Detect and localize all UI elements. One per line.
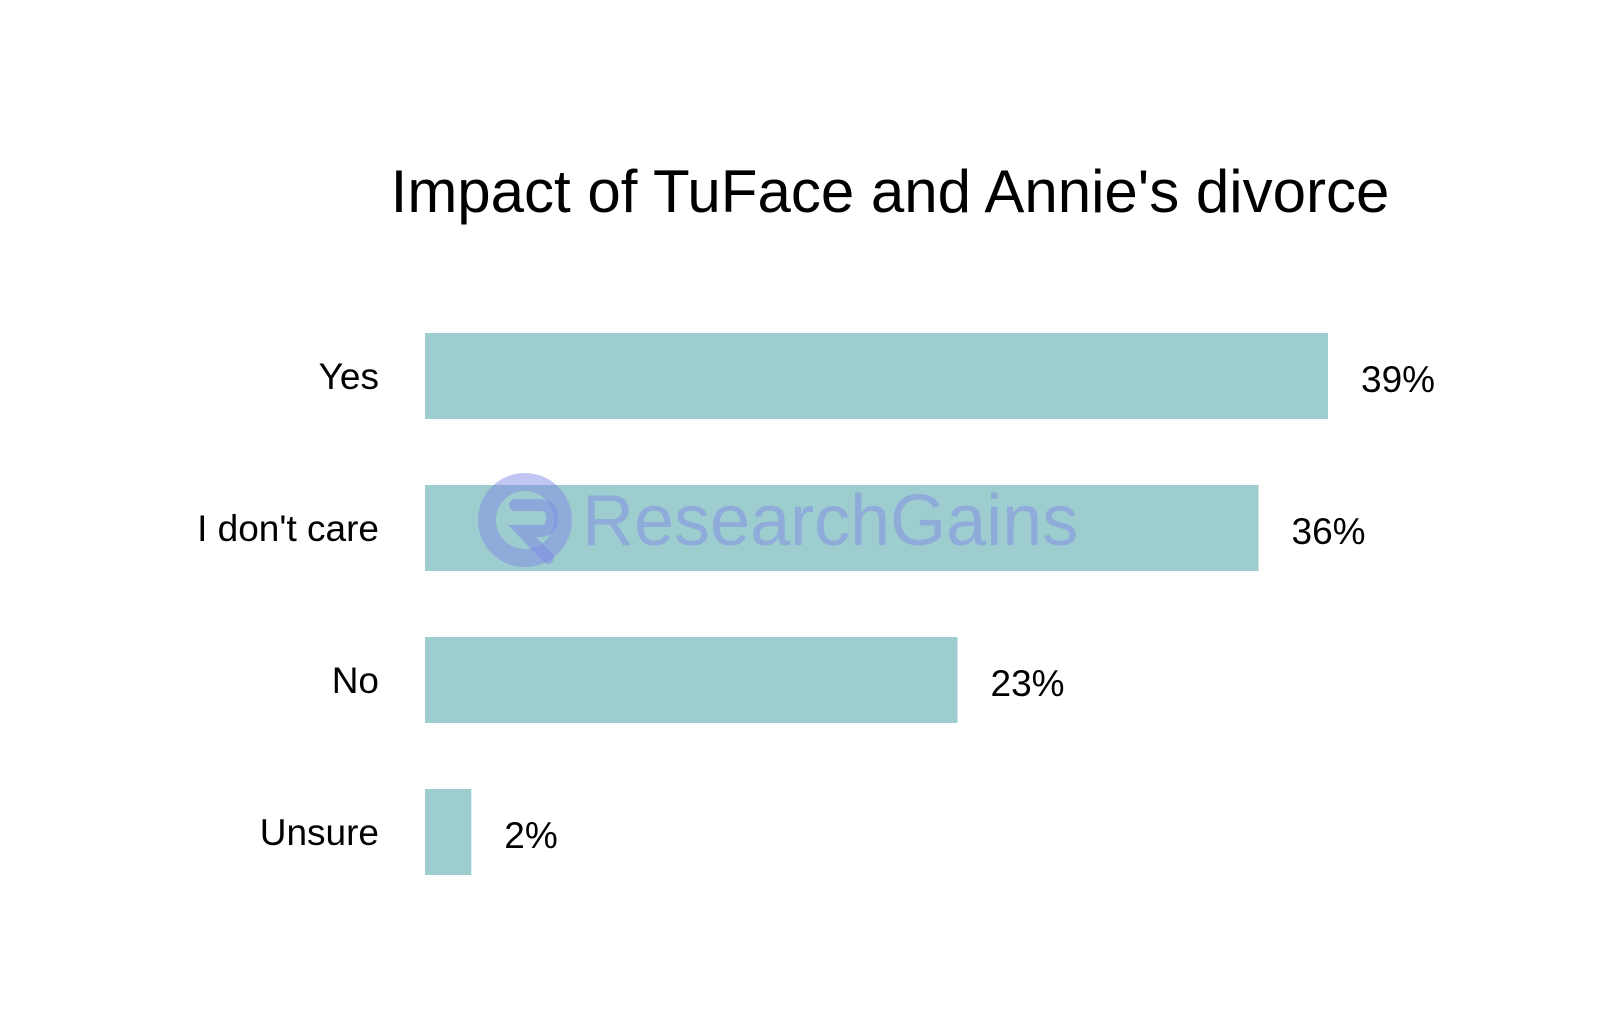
watermark-text: ResearchGains xyxy=(582,481,1078,561)
bar-unsure xyxy=(425,789,472,875)
value-label-i-don-t-care: 36% xyxy=(1292,511,1366,552)
category-label-yes: Yes xyxy=(319,356,379,397)
category-label-i-don-t-care: I don't care xyxy=(197,508,379,549)
bar-no xyxy=(425,637,958,723)
chart-title: Impact of TuFace and Annie's divorce xyxy=(391,158,1390,225)
bars-group: Yes 39% I don't care 36% No 23% Unsure 2% xyxy=(197,333,1435,875)
value-label-unsure: 2% xyxy=(504,815,557,856)
value-label-no: 23% xyxy=(991,663,1065,704)
value-label-yes: 39% xyxy=(1361,359,1435,400)
category-label-unsure: Unsure xyxy=(260,812,379,853)
category-label-no: No xyxy=(332,660,379,701)
bar-i-don-t-care xyxy=(425,485,1259,571)
bar-yes xyxy=(425,333,1328,419)
watermark: ResearchGains xyxy=(478,473,1078,567)
watermark-logo-icon xyxy=(478,473,572,567)
